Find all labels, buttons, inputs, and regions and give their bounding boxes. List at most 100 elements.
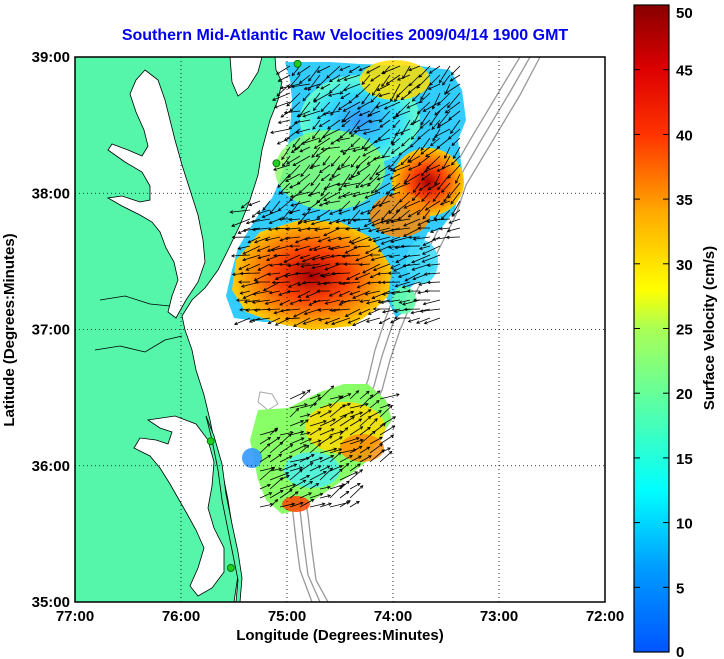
velocity-arrowhead <box>347 500 351 504</box>
velocity-arrowhead <box>339 149 344 153</box>
velocity-blob-south-orange <box>340 434 384 462</box>
velocity-arrow <box>369 119 381 123</box>
velocity-arrowhead <box>344 427 349 431</box>
velocity-arrowhead <box>300 173 304 178</box>
velocity-arrow <box>364 137 381 151</box>
velocity-arrow <box>390 164 401 171</box>
velocity-arrow <box>339 491 350 499</box>
velocity-arrow <box>292 155 311 166</box>
velocity-arrowhead <box>267 454 272 459</box>
velocity-arrowhead <box>372 430 376 435</box>
velocity-arrowhead <box>370 257 375 262</box>
velocity-arrow <box>289 200 301 215</box>
velocity-arrowhead <box>291 72 296 77</box>
velocity-arrowhead <box>339 67 344 71</box>
velocity-arrowhead <box>336 166 341 171</box>
velocity-arrowhead <box>320 177 325 182</box>
velocity-arrowhead <box>306 431 311 435</box>
velocity-arrowhead <box>448 116 453 121</box>
velocity-arrowhead <box>312 135 316 140</box>
velocity-arrowhead <box>328 435 333 439</box>
velocity-arrow <box>445 101 461 114</box>
colorbar-tick-label: 5 <box>676 580 684 597</box>
velocity-arrowhead <box>294 491 299 495</box>
velocity-arrow <box>240 290 251 294</box>
velocity-arrow <box>323 182 341 190</box>
velocity-arrowhead <box>357 483 361 487</box>
velocity-arrowhead <box>420 96 424 101</box>
velocity-arrowhead <box>396 77 401 81</box>
velocity-arrowhead <box>277 78 282 82</box>
velocity-arrowhead <box>421 198 425 203</box>
velocity-arrowhead <box>339 299 344 304</box>
colorbar-tick-label: 25 <box>676 322 693 339</box>
velocity-arrowhead <box>385 81 390 85</box>
velocity-arrowhead <box>381 449 385 453</box>
velocity-arrow <box>243 290 261 299</box>
velocity-arrowhead <box>253 239 258 244</box>
velocity-arrowhead <box>290 430 294 435</box>
velocity-arrow <box>379 393 400 400</box>
velocity-arrowhead <box>316 69 321 73</box>
velocity-arrowhead <box>330 254 335 258</box>
velocity-arrow <box>443 191 451 203</box>
velocity-arrow <box>440 200 451 205</box>
velocity-arrowhead <box>292 144 296 148</box>
velocity-arrow <box>451 155 461 166</box>
velocity-arrow <box>286 92 301 107</box>
velocity-arrowhead <box>376 87 381 91</box>
velocity-arrowhead <box>285 178 289 182</box>
velocity-arrow <box>378 128 391 141</box>
velocity-arrowhead <box>272 167 277 171</box>
y-tick-label: 37:00 <box>32 322 70 339</box>
velocity-arrow <box>313 92 331 103</box>
velocity-arrowhead <box>362 270 366 274</box>
velocity-arrowhead <box>394 283 399 288</box>
velocity-arrowhead <box>402 254 407 259</box>
velocity-arrow <box>299 432 310 436</box>
velocity-arrow <box>349 469 363 481</box>
velocity-arrowhead <box>305 294 310 298</box>
velocity-arrow <box>304 236 321 240</box>
velocity-arrow <box>329 468 343 481</box>
velocity-arrowhead <box>423 321 428 325</box>
velocity-arrow <box>257 245 271 252</box>
velocity-arrowhead <box>239 271 244 276</box>
velocity-arrowhead <box>410 136 415 140</box>
velocity-arrow <box>350 155 361 168</box>
velocity-arrowhead <box>338 211 343 215</box>
velocity-arrow <box>437 119 451 129</box>
velocity-arrow <box>349 463 361 472</box>
velocity-arrow <box>262 200 271 211</box>
velocity-arrowhead <box>354 205 358 209</box>
colorbar-tick-label: 45 <box>676 63 693 80</box>
velocity-arrowhead <box>231 272 236 277</box>
y-axis-label: Latitude (Degrees:Minutes) <box>1 233 18 426</box>
velocity-arrowhead <box>330 385 335 389</box>
colorbar-label: Surface Velocity (cm/s) <box>701 246 718 410</box>
velocity-arrowhead <box>389 176 394 180</box>
velocity-arrowhead <box>434 111 438 116</box>
velocity-arrowhead <box>452 155 457 160</box>
velocity-arrows <box>229 65 461 508</box>
velocity-arrow <box>423 299 441 305</box>
velocity-arrow <box>329 448 342 454</box>
velocity-arrowhead <box>329 308 333 312</box>
velocity-arrow <box>331 272 351 275</box>
velocity-arrowhead <box>424 207 429 211</box>
velocity-arrow <box>403 227 421 237</box>
velocity-arrow <box>396 200 411 213</box>
velocity-arrowhead <box>348 239 353 244</box>
velocity-arrowhead <box>313 145 318 149</box>
velocity-arrowhead <box>242 295 247 299</box>
velocity-arrowhead <box>367 228 372 233</box>
velocity-arrow <box>437 164 451 172</box>
velocity-arrowhead <box>295 407 300 412</box>
velocity-arrowhead <box>397 216 402 221</box>
velocity-arrowhead <box>432 237 436 242</box>
velocity-arrow <box>412 182 421 193</box>
velocity-arrowhead <box>442 81 446 86</box>
velocity-arrowhead <box>372 92 376 97</box>
x-tick-label: 77:00 <box>56 608 94 625</box>
velocity-arrow <box>259 484 271 490</box>
